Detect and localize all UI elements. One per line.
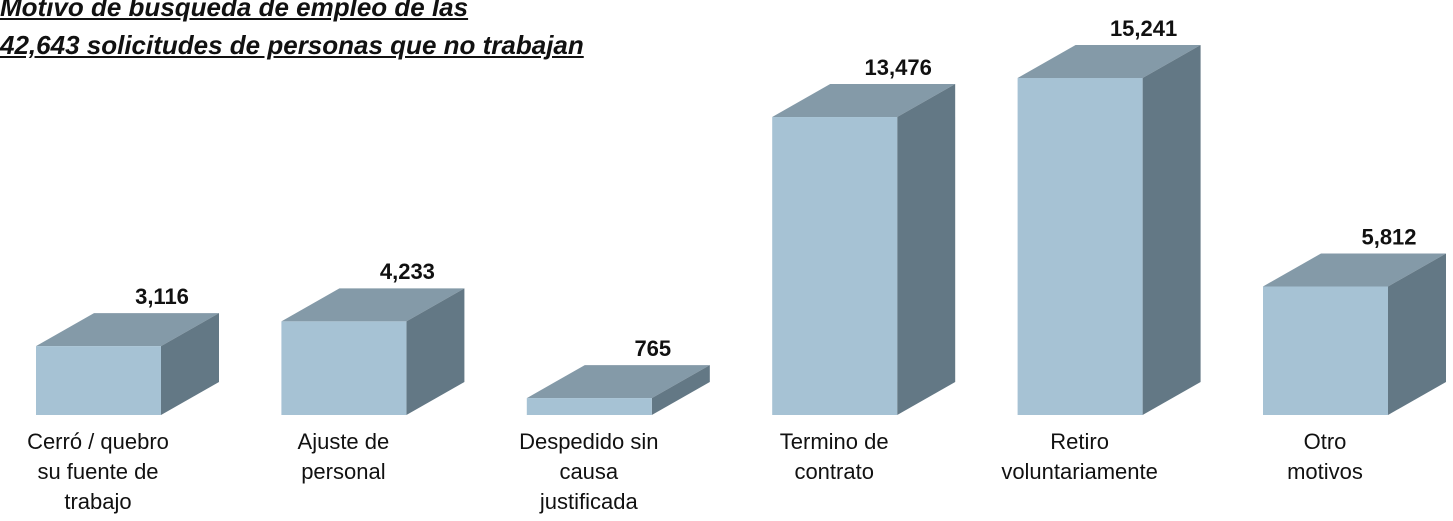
bar-top [772,84,956,118]
value-label: 13,476 [865,55,932,80]
category-label: Despedido sin causa justificada [519,429,659,514]
bar-side [161,313,219,415]
bar-side [1388,253,1446,415]
value-label: 765 [634,336,671,361]
category-label: Termino de contrato [779,429,889,484]
bar [772,117,898,415]
value-label: 4,233 [380,259,435,284]
chart-title: Motivo de busqueda de empleo de las 42,6… [0,0,584,60]
value-label: 15,241 [1110,16,1177,41]
bar [1263,286,1388,415]
bar-side [1142,45,1201,415]
bar-side [651,365,710,415]
bar-top [1263,253,1446,287]
bar [281,321,407,415]
value-label: 3,116 [135,284,189,309]
value-label: 5,812 [1361,224,1416,249]
bar-top [526,365,710,399]
category-label: Ajuste de personal [297,429,390,484]
bar-side [897,84,956,415]
category-label: Cerró / quebro su fuente de trabajo [27,429,169,514]
bar-top [36,313,219,347]
category-label: Retiro voluntariamente [1001,429,1158,484]
category-label: Otro motivos [1287,429,1363,484]
bar-top [1017,45,1201,78]
bar-side [406,288,465,415]
bar [1017,78,1143,415]
bar [36,346,161,415]
bar-top [281,288,465,322]
bar [526,398,652,415]
